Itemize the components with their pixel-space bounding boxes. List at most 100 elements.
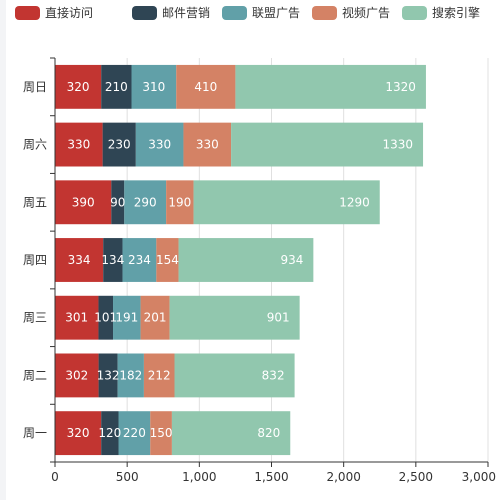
y-tick-label: 周六 [23, 138, 47, 152]
data-label: 1330 [383, 138, 414, 152]
data-label: 201 [144, 311, 167, 325]
legend: 直接访问 邮件营销 联盟广告 视频广告 搜索引擎 [0, 0, 500, 26]
legend-swatch [15, 5, 40, 20]
data-label: 310 [142, 80, 165, 94]
bar-segment[interactable] [55, 64, 102, 109]
bar-segment[interactable] [135, 122, 184, 167]
bar-segment[interactable] [101, 64, 132, 109]
data-label: 132 [97, 368, 120, 382]
bar-segment[interactable] [122, 238, 157, 282]
bar-segment[interactable] [113, 295, 141, 340]
data-label: 220 [123, 426, 146, 440]
bar-segment[interactable] [166, 180, 194, 225]
data-label: 934 [280, 253, 303, 267]
legend-item[interactable]: 视频广告 [312, 4, 390, 21]
data-label: 150 [150, 426, 173, 440]
legend-swatch [222, 5, 247, 20]
legend-item[interactable]: 联盟广告 [222, 4, 300, 21]
y-tick-label: 周二 [23, 368, 47, 382]
data-label: 182 [119, 368, 142, 382]
y-tick-label: 周三 [23, 311, 47, 325]
x-tick-label: 2,500 [399, 470, 433, 484]
bar-segment[interactable] [55, 295, 99, 340]
x-tick-label: 0 [51, 470, 59, 484]
legend-item[interactable]: 邮件营销 [132, 4, 210, 21]
data-label: 210 [105, 80, 128, 94]
y-tick-label: 周五 [23, 195, 47, 209]
bar-segment[interactable] [156, 238, 179, 282]
legend-label: 联盟广告 [252, 6, 301, 20]
data-label: 410 [194, 80, 217, 94]
bar-segment[interactable] [174, 353, 295, 398]
data-label: 330 [67, 138, 90, 152]
legend-swatch [132, 5, 157, 20]
bar-segment[interactable] [98, 295, 114, 340]
bar-segment[interactable] [178, 238, 314, 282]
data-label: 320 [67, 426, 90, 440]
x-tick-label: 1,000 [182, 470, 216, 484]
left-edge-strip [0, 0, 6, 500]
bar-segment[interactable] [150, 411, 172, 456]
bar-segment[interactable] [98, 353, 118, 398]
x-tick-label: 3,000 [462, 470, 496, 484]
data-label: 1320 [385, 80, 416, 94]
data-label: 212 [148, 368, 171, 382]
data-label: 330 [196, 138, 219, 152]
bar-segment[interactable] [55, 411, 102, 456]
data-label: 191 [115, 311, 138, 325]
x-tick-label: 2,000 [326, 470, 360, 484]
bar-segment[interactable] [131, 64, 177, 109]
data-label: 301 [65, 311, 88, 325]
bar-segment[interactable] [124, 180, 167, 225]
bar-segment[interactable] [55, 238, 104, 282]
x-tick-label: 500 [116, 470, 139, 484]
data-label: 820 [257, 426, 280, 440]
data-label: 234 [128, 253, 151, 267]
x-tick-label: 1,500 [254, 470, 288, 484]
data-label: 832 [262, 368, 285, 382]
data-label: 90 [110, 195, 125, 209]
bar-segment[interactable] [143, 353, 175, 398]
bar-segment[interactable] [101, 411, 119, 456]
data-label: 230 [108, 138, 131, 152]
bar-segment[interactable] [103, 238, 123, 282]
bar-segment[interactable] [235, 64, 426, 109]
y-tick-label: 周四 [23, 253, 47, 267]
data-label: 290 [134, 195, 157, 209]
legend-label: 邮件营销 [162, 6, 211, 20]
data-label: 190 [168, 195, 191, 209]
bar-segment[interactable] [117, 353, 144, 398]
bar-segment[interactable] [55, 353, 99, 398]
y-tick-label: 周日 [23, 80, 47, 94]
data-label: 334 [68, 253, 91, 267]
legend-item[interactable]: 搜索引擎 [402, 4, 480, 21]
data-label: 330 [148, 138, 171, 152]
legend-item[interactable]: 直接访问 [15, 4, 93, 21]
bar-segment[interactable] [193, 180, 380, 225]
bar-segment[interactable] [140, 295, 170, 340]
data-label: 134 [101, 253, 124, 267]
data-label: 901 [267, 311, 290, 325]
data-label: 390 [72, 195, 95, 209]
bar-segment[interactable] [102, 122, 136, 167]
bar-segment[interactable] [55, 180, 112, 225]
bar-segment[interactable] [231, 122, 424, 167]
data-label: 1290 [339, 195, 370, 209]
bar-segment[interactable] [55, 122, 103, 167]
bar-segment[interactable] [176, 64, 236, 109]
bar-segment[interactable] [169, 295, 300, 340]
bar-segment[interactable] [118, 411, 151, 456]
legend-label: 直接访问 [45, 6, 94, 20]
legend-label: 视频广告 [342, 6, 391, 20]
data-label: 320 [67, 80, 90, 94]
bar-segment[interactable] [171, 411, 291, 456]
bar-segment[interactable] [183, 122, 232, 167]
data-label: 120 [98, 426, 121, 440]
legend-swatch [402, 5, 427, 20]
data-label: 101 [94, 311, 117, 325]
legend-label: 搜索引擎 [432, 6, 481, 20]
y-tick-label: 周一 [23, 426, 47, 440]
bar-segment[interactable] [111, 180, 125, 225]
legend-swatch [312, 5, 337, 20]
